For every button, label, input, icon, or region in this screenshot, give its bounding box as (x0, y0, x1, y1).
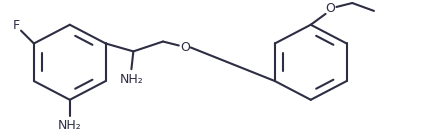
Text: NH₂: NH₂ (58, 119, 82, 132)
Text: O: O (180, 41, 190, 54)
Text: O: O (326, 3, 335, 15)
Text: NH₂: NH₂ (119, 73, 143, 85)
Text: F: F (13, 19, 20, 32)
